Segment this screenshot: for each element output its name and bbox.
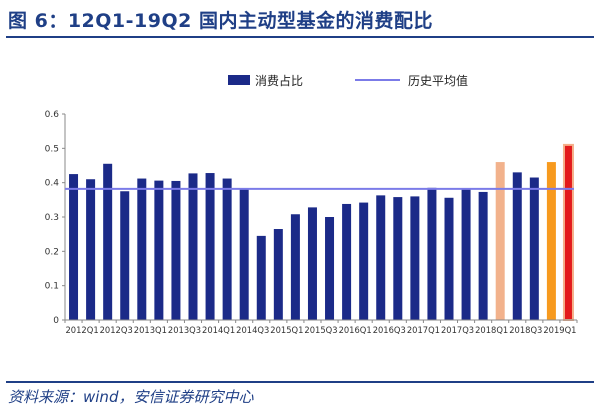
y-tick-label: 0.5	[45, 144, 59, 154]
bar-2015Q4	[325, 217, 335, 320]
bar-2014Q2	[222, 178, 232, 320]
title-rule	[6, 36, 594, 38]
legend: 消费占比 历史平均值	[228, 73, 468, 88]
bar-2015Q1	[273, 229, 283, 320]
bar-2015Q3	[307, 207, 317, 320]
bar-2018Q2	[495, 162, 505, 320]
y-tick-label: 0.6	[45, 110, 60, 120]
bar-2016Q4	[393, 197, 403, 320]
y-tick-label: 0.3	[45, 213, 59, 223]
x-tick-label: 2019Q1	[543, 326, 576, 336]
bar-2016Q2	[359, 202, 369, 320]
y-tick-label: 0.4	[45, 179, 60, 189]
x-tick-label: 2013Q3	[168, 326, 201, 336]
bar-2014Q1	[205, 173, 215, 320]
bar-2018Q1	[478, 191, 488, 320]
bar-2017Q3	[444, 197, 454, 320]
bar-2013Q3	[171, 180, 181, 320]
bar-2013Q4	[188, 173, 198, 320]
bar-chart: 消费占比 历史平均值 00.10.20.30.40.50.6 2012Q1 201…	[45, 73, 578, 336]
y-axis: 0 0.1 0.2 0.3 0.4 0.5 0.6	[45, 110, 66, 326]
x-tick-label: 2012Q1	[66, 326, 99, 336]
x-tick-label: 2016Q3	[373, 326, 406, 336]
x-tick-label: 2017Q1	[407, 326, 440, 336]
bar-2014Q3	[239, 189, 249, 320]
x-tick-label: 2013Q1	[134, 326, 167, 336]
bar-2016Q3	[376, 195, 386, 320]
bar-2013Q1	[137, 178, 147, 320]
x-tick-label: 2016Q1	[339, 326, 372, 336]
bar-2018Q3	[512, 172, 522, 320]
legend-label-consumption: 消费占比	[255, 73, 303, 88]
x-tick-label: 2018Q3	[509, 326, 542, 336]
x-tick-label: 2014Q1	[202, 326, 235, 336]
bar-2016Q1	[342, 203, 352, 320]
x-tick-label: 2012Q3	[100, 326, 133, 336]
bar-2019Q2	[562, 143, 574, 322]
source-note: 资料来源：wind，安信证券研究中心	[8, 388, 254, 406]
bar-2012Q1	[69, 174, 79, 320]
footer-rule	[6, 381, 594, 383]
bar-2018Q4	[529, 177, 539, 320]
x-tick-label: 2018Q1	[475, 326, 508, 336]
legend-swatch-consumption	[228, 75, 250, 85]
x-tick-label: 2015Q1	[270, 326, 303, 336]
bar-2012Q2	[86, 179, 96, 320]
bar-2013Q2	[154, 180, 164, 320]
bar-2019Q1	[546, 162, 556, 320]
bar-2012Q3	[103, 163, 113, 320]
figure-title: 图 6：12Q1-19Q2 国内主动型基金的消费配比	[8, 10, 433, 32]
bar-2014Q4	[256, 235, 266, 320]
bar-series	[69, 143, 574, 322]
y-tick-label: 0.1	[45, 282, 59, 292]
bar-2017Q2	[427, 187, 437, 320]
x-tick-label: 2017Q3	[441, 326, 474, 336]
legend-label-average: 历史平均值	[408, 73, 468, 88]
bar-2015Q2	[290, 214, 300, 320]
x-tick-label: 2015Q3	[304, 326, 337, 336]
bar-2017Q4	[461, 189, 471, 320]
bar-2017Q1	[410, 196, 420, 320]
x-axis: 2012Q1 2012Q3 2013Q1 2013Q3 2014Q1 2014Q3 2015…	[64, 319, 578, 336]
y-tick-label: 0	[53, 316, 59, 326]
bar-2012Q4	[120, 191, 130, 320]
x-tick-label: 2014Q3	[236, 326, 269, 336]
y-tick-label: 0.2	[45, 247, 59, 257]
